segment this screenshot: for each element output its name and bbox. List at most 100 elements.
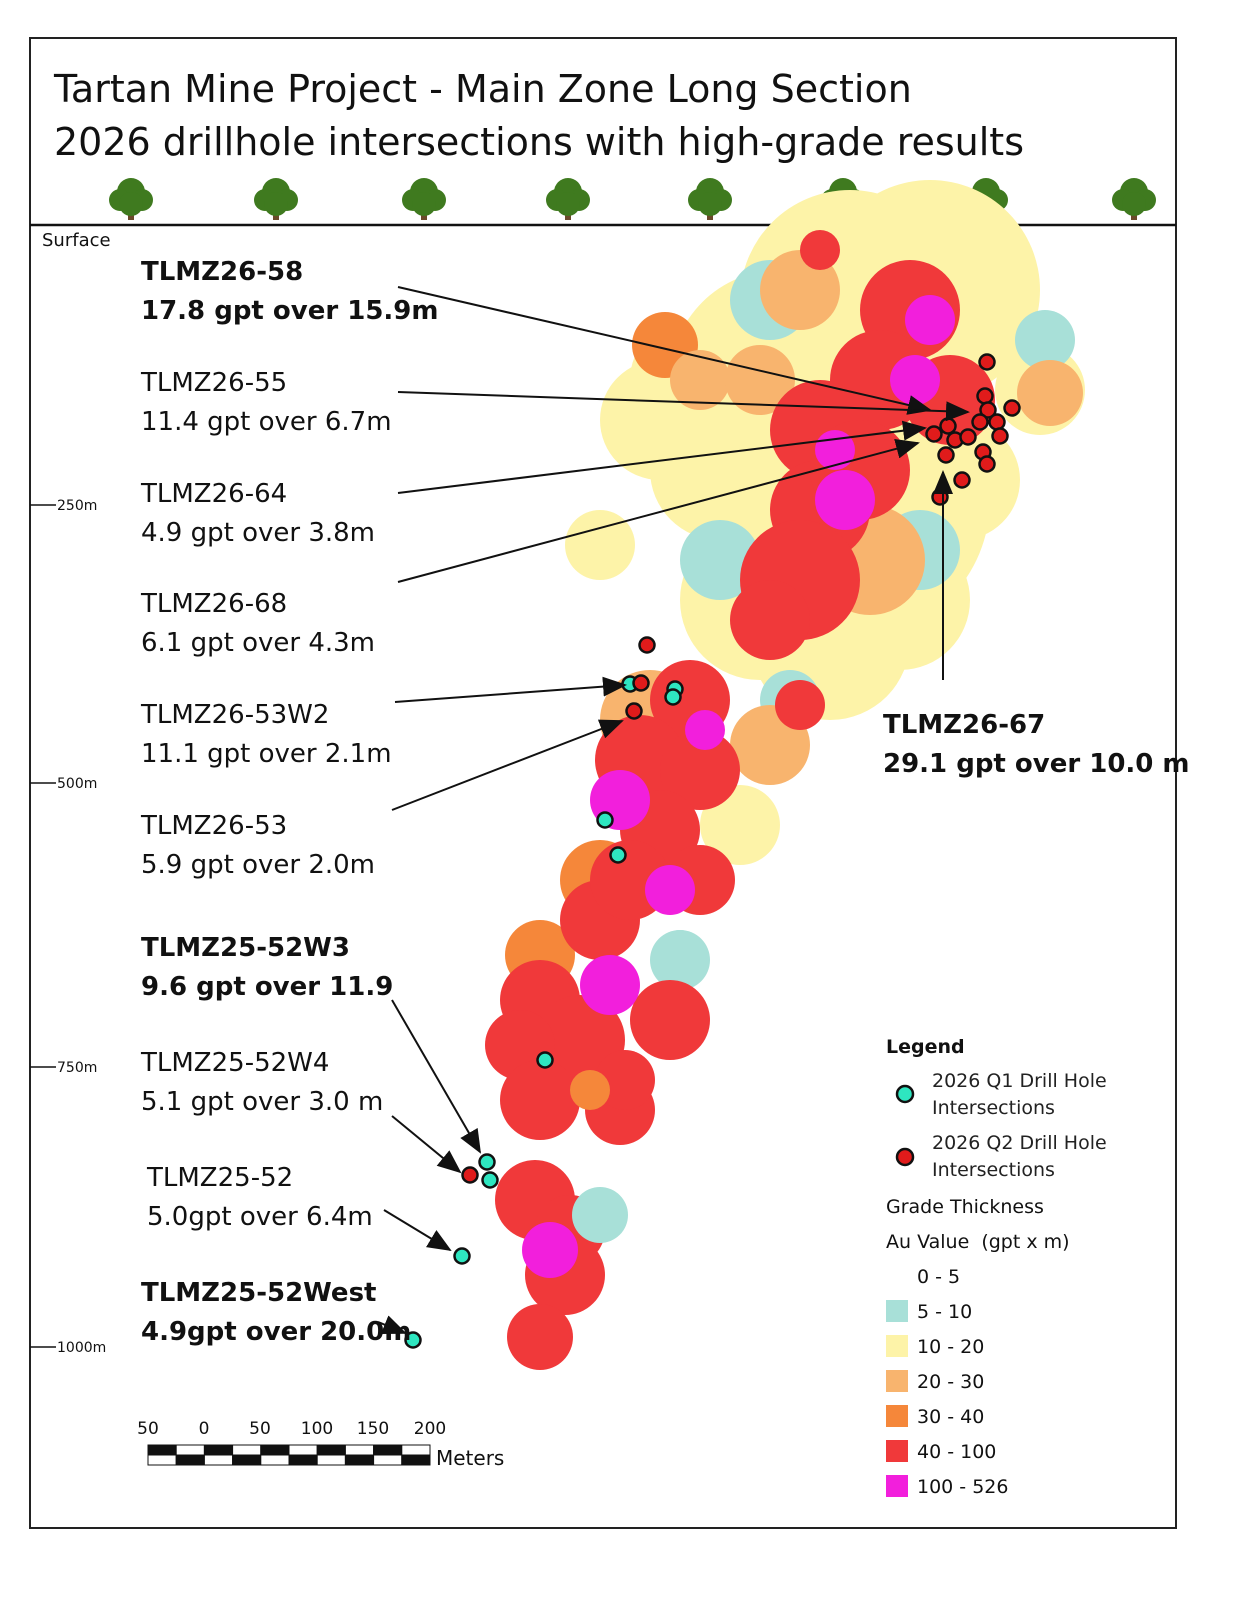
q2-drill-point (925, 425, 943, 443)
grade-zones (485, 180, 1085, 1370)
scale-segment (316, 1444, 346, 1456)
hole-name: TLMZ25-52W3 (141, 933, 350, 963)
grade-zone (660, 730, 740, 810)
hole-name: TLMZ26-58 (141, 257, 303, 287)
scale-segment (288, 1454, 318, 1466)
legend-swatch (886, 1475, 908, 1497)
scale-label: 0 (199, 1419, 210, 1439)
grade-zone (655, 930, 705, 980)
hole-result: 5.9 gpt over 2.0m (141, 850, 375, 880)
scale-unit: Meters (436, 1446, 504, 1470)
hole-name: TLMZ26-68 (140, 589, 287, 619)
q2-drill-point (937, 446, 955, 464)
scale-segment (203, 1444, 234, 1456)
q2-drill-point (1003, 399, 1021, 417)
q2-drill-point (625, 702, 643, 720)
scale-segment (203, 1454, 234, 1466)
q1-drill-point (453, 1247, 471, 1265)
scale-segment (232, 1454, 262, 1466)
scale-segment (260, 1444, 290, 1456)
grade-zone (1015, 310, 1075, 370)
hole-result: 9.6 gpt over 11.9 (141, 972, 393, 1002)
hole-result: 17.8 gpt over 15.9m (141, 296, 438, 326)
tree-crown (119, 192, 143, 216)
hole-name: TLMZ26-53W2 (140, 700, 329, 730)
tree-crown (264, 192, 288, 216)
hole-name: TLMZ26-67 (883, 710, 1045, 740)
q1-drill-point (536, 1051, 554, 1069)
legend-point (895, 1147, 915, 1167)
q2-drill-point (971, 413, 989, 431)
q2-drill-point (959, 428, 977, 446)
grade-zone (815, 430, 855, 470)
grade-zone (685, 710, 725, 750)
scale-segment (288, 1444, 318, 1456)
grade-zone (725, 345, 795, 415)
legend-point (895, 1084, 915, 1104)
pointer-arrow (397, 286, 932, 415)
pointer-arrow (391, 999, 482, 1154)
hole-result: 5.1 gpt over 3.0 m (141, 1087, 383, 1117)
legend-grade-label: 5 - 10 (917, 1301, 972, 1323)
grade-zone (775, 680, 825, 730)
grade-zone (570, 1070, 610, 1110)
hole-name: TLMZ25-52West (141, 1278, 376, 1308)
hole-name: TLMZ26-55 (140, 368, 287, 398)
grade-zone (645, 865, 695, 915)
depth-label: 500m (57, 776, 97, 792)
legend-swatch (886, 1405, 908, 1427)
depth-label: 250m (57, 498, 97, 514)
legend-grade-subtitle: Au Value (gpt x m) (886, 1231, 1070, 1253)
scale-segment (344, 1444, 375, 1456)
legend-swatch (886, 1370, 908, 1392)
legend-grade-label: 20 - 30 (917, 1371, 984, 1393)
scale-segment (147, 1444, 177, 1456)
hole-result: 11.4 gpt over 6.7m (141, 407, 392, 437)
legend-grade-label: 40 - 100 (917, 1441, 996, 1463)
scale-segment (401, 1444, 431, 1456)
q1-drill-point (478, 1153, 496, 1171)
grade-zone (580, 955, 640, 1015)
q2-drill-point (632, 674, 650, 692)
grade-zone (700, 785, 780, 865)
hole-result: 4.9 gpt over 3.8m (141, 518, 375, 548)
legend-swatch (886, 1265, 908, 1287)
scale-segment (316, 1454, 346, 1466)
pointer-arrow (397, 391, 970, 422)
depth-label: 1000m (57, 1340, 106, 1356)
grade-zone (650, 400, 790, 540)
legend-grade-label: 100 - 526 (917, 1476, 1008, 1498)
q1-drill-point (664, 688, 682, 706)
scale-segment (147, 1454, 177, 1466)
q2-drill-point (976, 387, 994, 405)
legend-q1-label: 2026 Q1 Drill Hole Intersections (932, 1070, 1107, 1119)
q2-drill-point (988, 413, 1006, 431)
q2-drill-point (461, 1166, 479, 1184)
pointer-arrow (397, 439, 920, 583)
q2-drill-point (931, 488, 949, 506)
scale-label: 50 (249, 1419, 271, 1439)
tree-crown (1122, 192, 1146, 216)
grade-zone (670, 350, 730, 410)
legend-title: Legend (886, 1036, 965, 1058)
scale-label: 200 (414, 1419, 446, 1439)
pointer-arrow (383, 1209, 452, 1252)
pointer-arrow (377, 1315, 407, 1334)
legend-q2-label: 2026 Q2 Drill Hole Intersections (932, 1132, 1107, 1181)
q2-drill-point (979, 401, 997, 419)
hole-result: 5.0gpt over 6.4m (147, 1202, 373, 1232)
grade-zone (800, 230, 840, 270)
legend-grade-label: 30 - 40 (917, 1406, 984, 1428)
scale-segment (232, 1444, 262, 1456)
q2-drill-point (638, 636, 656, 654)
legend-swatch (886, 1440, 908, 1462)
tree-crown (698, 192, 722, 216)
hole-result: 11.1 gpt over 2.1m (141, 739, 392, 769)
hole-name: TLMZ25-52W4 (140, 1048, 329, 1078)
grade-zone (572, 1187, 628, 1243)
hole-name: TLMZ26-53 (140, 811, 287, 841)
scale-label: 150 (357, 1419, 389, 1439)
q2-drill-point (978, 353, 996, 371)
grade-zone (500, 1060, 580, 1140)
